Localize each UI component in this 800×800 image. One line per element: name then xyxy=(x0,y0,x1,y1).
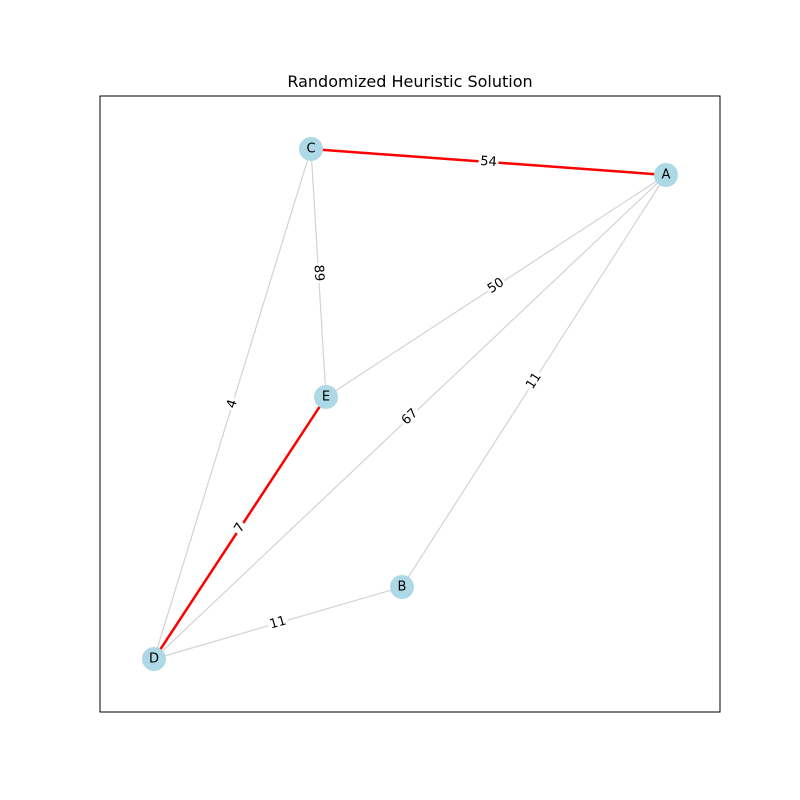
node-circle xyxy=(654,163,678,187)
nodes-layer: A B C D E xyxy=(142,137,678,671)
edge-weight-label-background xyxy=(266,612,290,634)
node-c: C xyxy=(299,137,323,161)
node-label: A xyxy=(662,168,671,183)
node-a: A xyxy=(654,163,678,187)
edge-weight-label-background xyxy=(477,153,500,171)
edge-weight-label-background xyxy=(223,395,242,413)
edge-weight-label: 50 xyxy=(483,273,509,299)
node-label: C xyxy=(306,142,315,157)
edge-weight-text: 89 xyxy=(311,264,327,281)
node-b: B xyxy=(390,575,414,599)
edge-labels-layer: 54 89 4 50 67 11 7 11 xyxy=(223,153,547,634)
node-circle xyxy=(299,137,323,161)
node-circle xyxy=(390,575,414,599)
node-e: E xyxy=(314,385,338,409)
edge-weight-label: 11 xyxy=(266,612,290,634)
edge-weight-label-background xyxy=(483,273,509,299)
edge-weight-text: 54 xyxy=(480,154,498,170)
node-circle xyxy=(314,385,338,409)
edge-weight-label: 89 xyxy=(309,262,328,284)
figure-title: Randomized Heuristic Solution xyxy=(287,72,532,91)
edge-weight-label: 54 xyxy=(477,153,500,171)
edge-weight-label: 7 xyxy=(230,518,250,538)
node-label: B xyxy=(398,580,407,595)
edge-weight-label-background xyxy=(521,368,547,394)
edge-weight-text: 11 xyxy=(268,613,288,632)
node-d: D xyxy=(142,647,166,671)
edge-weight-label: 11 xyxy=(521,368,547,394)
edge-weight-label-background xyxy=(230,518,250,538)
node-label: D xyxy=(149,652,159,667)
axes-frame xyxy=(99,95,721,713)
edge-weight-label-background xyxy=(397,404,423,430)
node-label: E xyxy=(322,390,330,405)
edge-weight-label: 67 xyxy=(397,404,423,430)
node-circle xyxy=(142,647,166,671)
edge-weight-label: 4 xyxy=(223,395,242,413)
edge-weight-label-background xyxy=(309,262,328,284)
